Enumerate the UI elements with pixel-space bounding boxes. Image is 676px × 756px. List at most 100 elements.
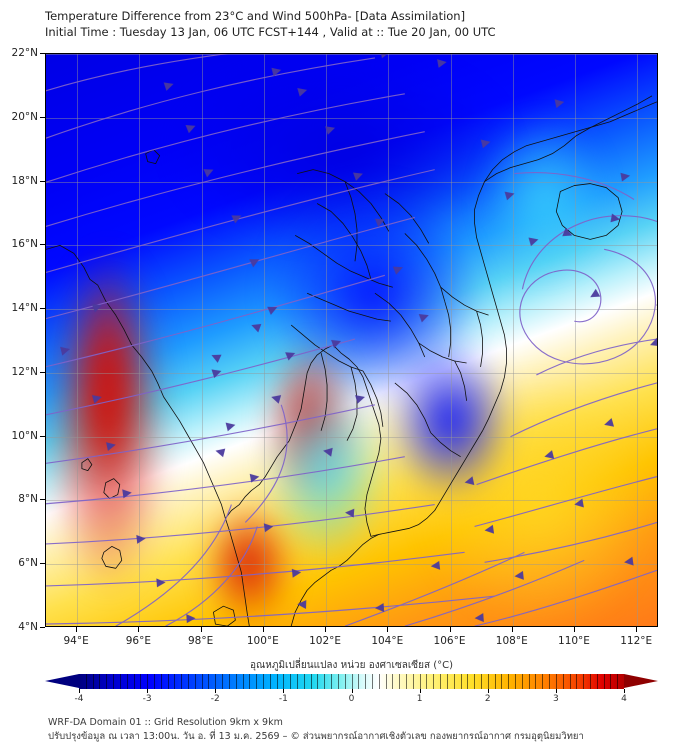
y-tick <box>40 627 45 628</box>
wind-streamlines <box>46 54 657 626</box>
y-tick <box>40 244 45 246</box>
colorbar-tick-label: 0 <box>348 694 355 704</box>
y-tick <box>40 435 45 437</box>
graticule-meridian <box>512 54 514 626</box>
y-tick-label: 18°N <box>11 174 38 187</box>
x-tick-label: 100°E <box>246 635 279 647</box>
y-tick <box>40 180 45 182</box>
y-tick-label: 10°N <box>11 429 38 442</box>
footer-domain-info: WRF-DA Domain 01 :: Grid Resolution 9km … <box>48 717 283 728</box>
graticule-parallel <box>46 436 657 438</box>
x-tick-label: 102°E <box>309 635 342 647</box>
anomaly-region <box>388 341 513 501</box>
colorbar-tick <box>215 689 217 693</box>
map-frame <box>45 53 658 627</box>
chart-title-block: Temperature Difference from 23°C and Win… <box>45 8 665 40</box>
map-plot-area: 94°E 96°E 98°E 100°E 102°E 104°E 106°E 108°E 110… <box>12 47 658 647</box>
graticule-meridian <box>326 54 328 626</box>
y-tick-label: 20°N <box>11 110 38 123</box>
anomaly-region <box>77 277 140 469</box>
x-tick <box>511 627 513 632</box>
anomaly-region <box>481 117 607 278</box>
x-tick-label: 94°E <box>63 635 89 647</box>
graticule-parallel <box>46 245 657 247</box>
y-tick-label: 8°N <box>18 493 38 506</box>
graticule-parallel <box>46 181 657 183</box>
colorbar-tick-label: 4 <box>621 694 627 704</box>
graticule-parallel <box>46 372 657 374</box>
anomaly-region <box>263 372 389 565</box>
y-tick-label: 14°N <box>11 302 38 315</box>
y-tick-label: 22°N <box>11 47 38 59</box>
y-tick-label: 12°N <box>11 365 38 378</box>
colorbar-extend-min-icon <box>45 674 79 688</box>
colorbar-tick <box>283 689 285 693</box>
colorbar-tick <box>419 689 421 693</box>
y-tick <box>40 499 45 501</box>
x-tick <box>449 627 451 632</box>
graticule-meridian <box>388 54 390 626</box>
graticule-meridian <box>637 54 639 626</box>
colorbar-tick-label: -1 <box>278 694 288 704</box>
colorbar-tick <box>351 689 353 693</box>
graticule-meridian <box>201 54 203 626</box>
colorbar-tick <box>487 689 489 693</box>
colorbar-title: อุณหภูมิเปลี่ยนแปลง หน่วย องศาเซลเซียส (… <box>249 660 454 671</box>
x-tick-label: 106°E <box>433 635 466 647</box>
x-tick-label: 108°E <box>495 635 528 647</box>
colorbar-tick-label: -2 <box>210 694 220 704</box>
chart-title: Temperature Difference from 23°C and Win… <box>45 9 466 23</box>
x-tick <box>200 627 202 632</box>
wind-direction-arrows <box>60 54 657 624</box>
colorbar-tick-label: 3 <box>553 694 559 704</box>
y-tick-label: 16°N <box>11 238 38 251</box>
x-tick-label: 98°E <box>187 635 214 647</box>
colorbar-tick-label: -3 <box>142 694 152 704</box>
graticule-meridian <box>263 54 265 626</box>
coastlines-and-borders <box>46 95 657 626</box>
x-tick <box>138 627 140 632</box>
x-tick <box>325 627 327 632</box>
colorbar-scale: -4 -3 -2 -1 0 1 2 3 4 <box>45 674 658 704</box>
y-tick <box>40 371 45 373</box>
colorbar-tick <box>79 689 80 693</box>
graticule-meridian <box>139 54 141 626</box>
graticule-parallel <box>46 54 657 55</box>
graticule-meridian <box>574 54 576 626</box>
x-tick <box>573 627 575 632</box>
colorbar-tick <box>624 689 625 693</box>
footer: WRF-DA Domain 01 :: Grid Resolution 9km … <box>48 716 668 744</box>
colorbar-tick <box>147 689 149 693</box>
y-tick <box>40 53 45 54</box>
map-graticule <box>46 54 657 626</box>
graticule-parallel <box>46 564 657 566</box>
colorbar: อุณหภูมิเปลี่ยนแปลง หน่วย องศาเซลเซียส (… <box>45 658 658 710</box>
x-tick-label: 96°E <box>125 635 151 647</box>
colorbar-tick-label: 1 <box>416 694 423 704</box>
colorbar-gradient <box>79 674 624 689</box>
x-tick <box>262 627 264 632</box>
x-tick-label: 110°E <box>558 635 590 647</box>
graticule-meridian <box>77 54 79 626</box>
x-tick-label: 112°E <box>620 635 653 647</box>
map-vector-overlays <box>46 54 657 626</box>
x-tick <box>387 627 389 632</box>
colorbar-tick <box>555 689 557 693</box>
footer-credit: ปรับปรุงข้อมูล ณ เวลา 13:00น. วัน อ. ที่… <box>48 731 584 742</box>
y-tick-label: 6°N <box>18 557 38 570</box>
y-tick <box>40 116 45 118</box>
x-tick <box>636 627 638 632</box>
colorbar-extend-max-icon <box>624 674 658 688</box>
graticule-parallel <box>46 309 657 311</box>
graticule-parallel <box>46 117 657 119</box>
y-tick-label: 4°N <box>18 621 38 633</box>
x-tick-label: 104°E <box>371 635 404 647</box>
y-tick <box>40 308 45 310</box>
chart-subtitle: Initial Time : Tuesday 13 Jan, 06 UTC FC… <box>45 25 496 39</box>
x-tick <box>76 627 78 632</box>
colorbar-tick-label: 2 <box>484 694 491 704</box>
temperature-anomaly-blobs <box>46 54 657 626</box>
graticule-parallel <box>46 500 657 502</box>
y-tick <box>40 563 45 565</box>
